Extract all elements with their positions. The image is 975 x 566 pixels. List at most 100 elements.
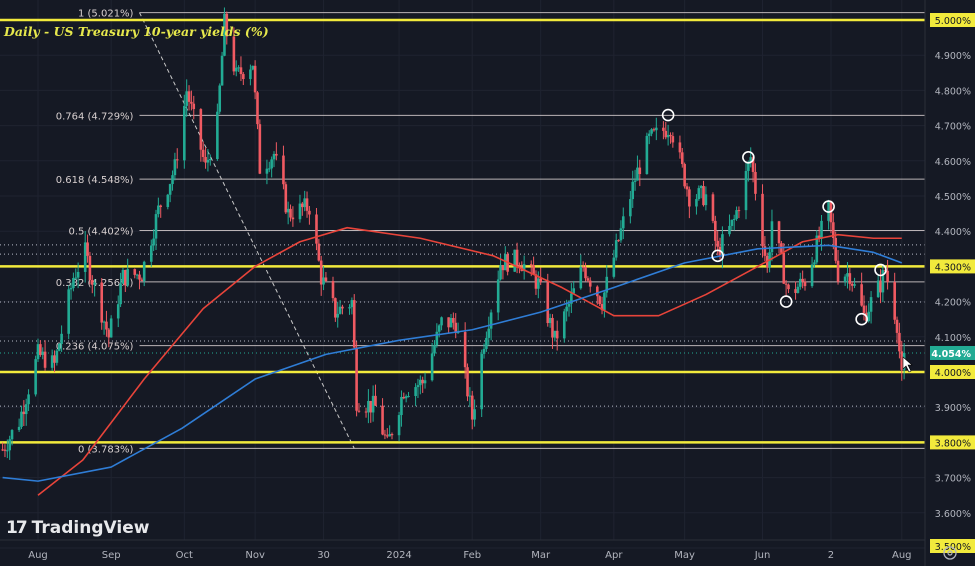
candle-body [322, 277, 325, 285]
candle [218, 83, 222, 115]
candle-body [336, 313, 340, 318]
candle-body [76, 271, 80, 278]
candle [645, 132, 649, 175]
candle [88, 251, 92, 285]
candle [105, 310, 108, 337]
candle-body [270, 159, 273, 169]
candle-body [669, 134, 672, 137]
candle [482, 343, 486, 359]
candle [388, 425, 391, 437]
candle-body [60, 333, 63, 345]
candle-body [466, 367, 469, 397]
candle-body [832, 222, 835, 238]
candle-body [562, 311, 566, 339]
candle-body [289, 208, 292, 218]
candle-body [88, 255, 92, 280]
price-axis [925, 0, 975, 566]
candle-body [761, 193, 764, 247]
candle [239, 56, 243, 82]
candle-body [579, 266, 583, 289]
candle-body [256, 92, 259, 125]
candle-body [893, 282, 896, 320]
candle-body [308, 210, 311, 215]
time-axis-label: Feb [463, 550, 481, 561]
candle-body [105, 321, 108, 330]
candle-body [553, 330, 557, 338]
circle-marker [874, 263, 887, 277]
candle-body [876, 280, 880, 298]
candle [744, 161, 748, 220]
candle-body [581, 266, 585, 268]
candle [208, 154, 212, 166]
candle [138, 270, 141, 290]
candle-body [647, 133, 651, 136]
candle-body [685, 186, 689, 190]
circle-marker [661, 108, 675, 122]
candle [562, 308, 566, 343]
candle-body [650, 129, 653, 134]
candle [454, 313, 458, 339]
candle-body [234, 67, 238, 72]
candle [419, 375, 422, 395]
candle-body [133, 269, 137, 275]
candle [183, 94, 186, 169]
candle-body [614, 240, 618, 258]
candle [647, 130, 651, 145]
candle [74, 268, 78, 280]
candle-body [249, 69, 252, 80]
candle-body [598, 296, 601, 305]
candle-body [284, 184, 288, 213]
candle [886, 259, 889, 290]
candle [308, 206, 311, 225]
candle-body [671, 136, 675, 143]
candle-body [744, 170, 748, 211]
settings-gear-icon[interactable] [943, 546, 957, 560]
fib-level-label: 0.5 (4.402%) [68, 226, 133, 237]
candle-body [881, 270, 885, 293]
candle [869, 291, 873, 324]
candle [522, 255, 526, 280]
candle-body [357, 410, 361, 412]
candle [697, 185, 701, 201]
candle [784, 280, 788, 297]
candle-body [154, 214, 158, 239]
candle-body [801, 278, 804, 282]
candle [485, 331, 488, 352]
candle-body [485, 337, 488, 349]
candle [22, 400, 26, 427]
candle-body [20, 411, 23, 427]
candle-body [121, 269, 125, 284]
candle-body [140, 279, 144, 282]
candle [76, 262, 80, 289]
candle-body [522, 264, 526, 272]
candle-body [267, 168, 271, 170]
candle [86, 234, 89, 263]
candle [249, 64, 252, 86]
candle-body [416, 385, 420, 388]
candle-body [286, 208, 290, 213]
candle-body [879, 280, 882, 293]
candle [614, 233, 618, 261]
time-axis-label: Sep [102, 550, 121, 561]
candle [72, 272, 75, 292]
time-axis-label: 2024 [386, 550, 411, 561]
candle-body [324, 277, 328, 282]
candle-body [69, 288, 73, 290]
candle [515, 242, 519, 274]
candle-body [107, 329, 111, 338]
tradingview-logo[interactable]: 17 TradingView [6, 518, 149, 538]
candle-body [619, 228, 623, 241]
price-axis-label: 4.600% [935, 157, 971, 168]
candle [629, 190, 632, 224]
candle [430, 342, 434, 382]
price-axis-label: 4.400% [935, 227, 971, 238]
candle-body [187, 91, 191, 102]
candle-body [732, 218, 736, 220]
candle-body [529, 264, 533, 266]
candle [787, 283, 790, 294]
candle-body [53, 355, 56, 363]
candle-body [503, 254, 507, 271]
price-axis-label: 4.200% [935, 298, 971, 309]
candle-body [584, 267, 587, 279]
